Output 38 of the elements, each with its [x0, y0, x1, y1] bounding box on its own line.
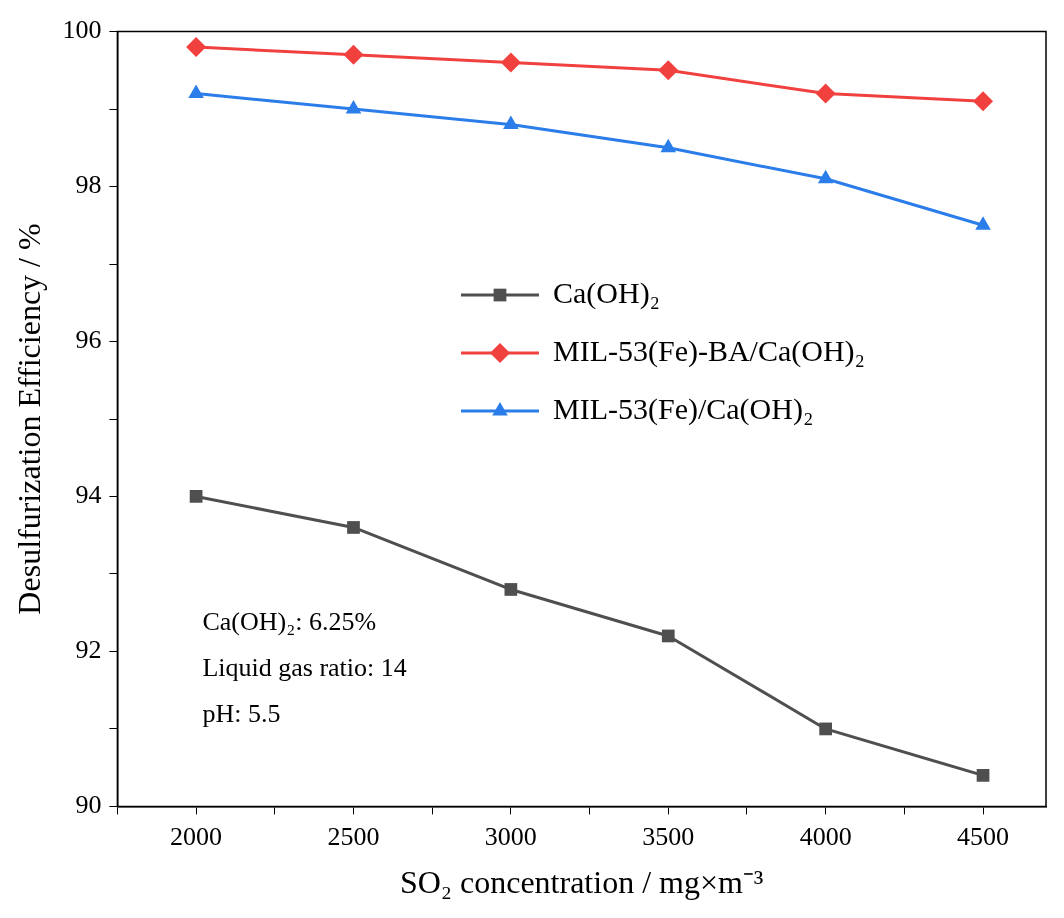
- point: [973, 91, 994, 112]
- point: [343, 44, 364, 65]
- legend-label: MIL-53(Fe)/Ca(OH)₂: [552, 391, 814, 426]
- point: [186, 37, 207, 58]
- y-tick-label: 94: [75, 480, 102, 510]
- point: [500, 52, 521, 73]
- x-tick-label: 3000: [484, 821, 537, 851]
- x-tick-label: 4000: [799, 821, 852, 851]
- point: [189, 490, 203, 503]
- point: [661, 629, 675, 643]
- y-tick-label: 96: [75, 325, 102, 355]
- x-axis-title: SO₂ concentration / mg×m⁻³: [399, 864, 764, 901]
- point: [660, 138, 677, 153]
- point: [658, 60, 679, 81]
- point: [975, 216, 991, 230]
- annotation: pH: 5.5: [202, 699, 281, 729]
- point: [345, 100, 362, 114]
- y-tick-label: 90: [75, 790, 102, 820]
- x-tick-label: 2500: [327, 821, 380, 851]
- point: [504, 583, 518, 596]
- y-tick-label: 100: [62, 15, 102, 45]
- point: [819, 722, 833, 736]
- y-tick-label: 92: [75, 635, 102, 665]
- y-tick-label: 98: [75, 170, 102, 200]
- point: [503, 115, 519, 130]
- legend-label: MIL-53(Fe)-BA/Ca(OH)₂: [552, 333, 866, 368]
- point: [817, 169, 834, 184]
- annotation: Ca(OH)₂: 6.25%: [202, 607, 377, 637]
- x-tick-label: 2000: [170, 821, 223, 851]
- y-axis-title: Desulfurization Efficiency / %: [10, 223, 47, 615]
- legend-label: Ca(OH)₂: [552, 275, 661, 310]
- point: [347, 521, 360, 534]
- point: [188, 84, 204, 99]
- annotation: Liquid gas ratio: 14: [202, 653, 407, 683]
- x-tick-label: 3500: [642, 821, 695, 851]
- x-tick-label: 4500: [957, 821, 1010, 851]
- point: [976, 769, 990, 782]
- point: [815, 83, 836, 104]
